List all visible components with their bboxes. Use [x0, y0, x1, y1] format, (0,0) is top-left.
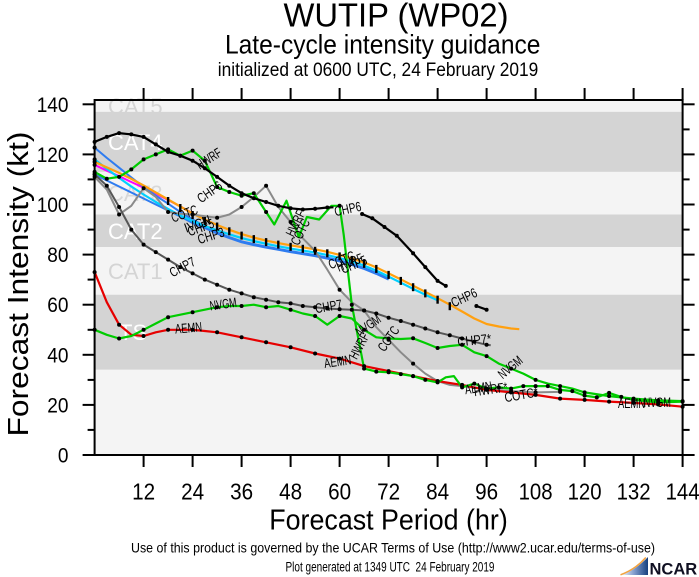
svg-text:AEMN: AEMN — [464, 379, 493, 398]
svg-text:AEMN: AEMN — [174, 319, 202, 336]
svg-text:84: 84 — [426, 479, 449, 505]
svg-text:NCAR: NCAR — [650, 561, 698, 577]
svg-text:WUTIP (WP02): WUTIP (WP02) — [284, 0, 509, 33]
svg-text:48: 48 — [279, 479, 302, 505]
svg-text:Forecast Period (hr): Forecast Period (hr) — [269, 504, 508, 536]
svg-text:CAT5: CAT5 — [108, 94, 163, 119]
svg-text:60: 60 — [328, 479, 351, 505]
svg-text:CHP7*: CHP7* — [457, 331, 493, 350]
svg-text:140: 140 — [37, 94, 69, 117]
svg-text:Forecast Intensity (kt): Forecast Intensity (kt) — [3, 132, 35, 437]
svg-text:0: 0 — [58, 445, 69, 468]
svg-text:NVGM: NVGM — [644, 395, 671, 410]
svg-text:COTC*: COTC* — [503, 384, 540, 405]
svg-text:36: 36 — [230, 479, 253, 505]
svg-text:initialized at 0600 UTC, 24 Fe: initialized at 0600 UTC, 24 February 201… — [218, 59, 539, 81]
svg-text:CAT2: CAT2 — [108, 219, 163, 244]
svg-text:Plot generated at 1349 UTC 24: Plot generated at 1349 UTC 24 February 2… — [286, 560, 495, 575]
svg-text:132: 132 — [617, 479, 651, 505]
svg-text:NVGM: NVGM — [209, 295, 238, 314]
svg-text:24: 24 — [181, 479, 204, 505]
svg-text:HWRF*: HWRF* — [473, 380, 509, 400]
svg-text:AEMN: AEMN — [323, 352, 352, 371]
svg-text:60: 60 — [47, 294, 68, 317]
svg-text:72: 72 — [377, 479, 400, 505]
svg-text:AEMN: AEMN — [618, 396, 645, 411]
svg-text:Use of this product is governe: Use of this product is governed by the U… — [131, 540, 655, 556]
svg-text:12: 12 — [132, 479, 155, 505]
svg-text:96: 96 — [475, 479, 498, 505]
svg-text:100: 100 — [37, 194, 69, 217]
svg-text:80: 80 — [47, 244, 68, 267]
svg-text:TS: TS — [119, 320, 147, 345]
svg-text:120: 120 — [37, 144, 69, 167]
svg-text:40: 40 — [47, 344, 68, 367]
svg-text:120: 120 — [568, 479, 602, 505]
svg-text:CAT1: CAT1 — [108, 259, 163, 284]
svg-text:108: 108 — [519, 479, 553, 505]
svg-text:CHP7: CHP7 — [314, 297, 343, 316]
svg-text:Late-cycle intensity guidance: Late-cycle intensity guidance — [225, 30, 541, 60]
svg-text:20: 20 — [47, 394, 68, 417]
svg-text:144: 144 — [666, 479, 699, 505]
svg-text:CHP6: CHP6 — [333, 199, 363, 219]
